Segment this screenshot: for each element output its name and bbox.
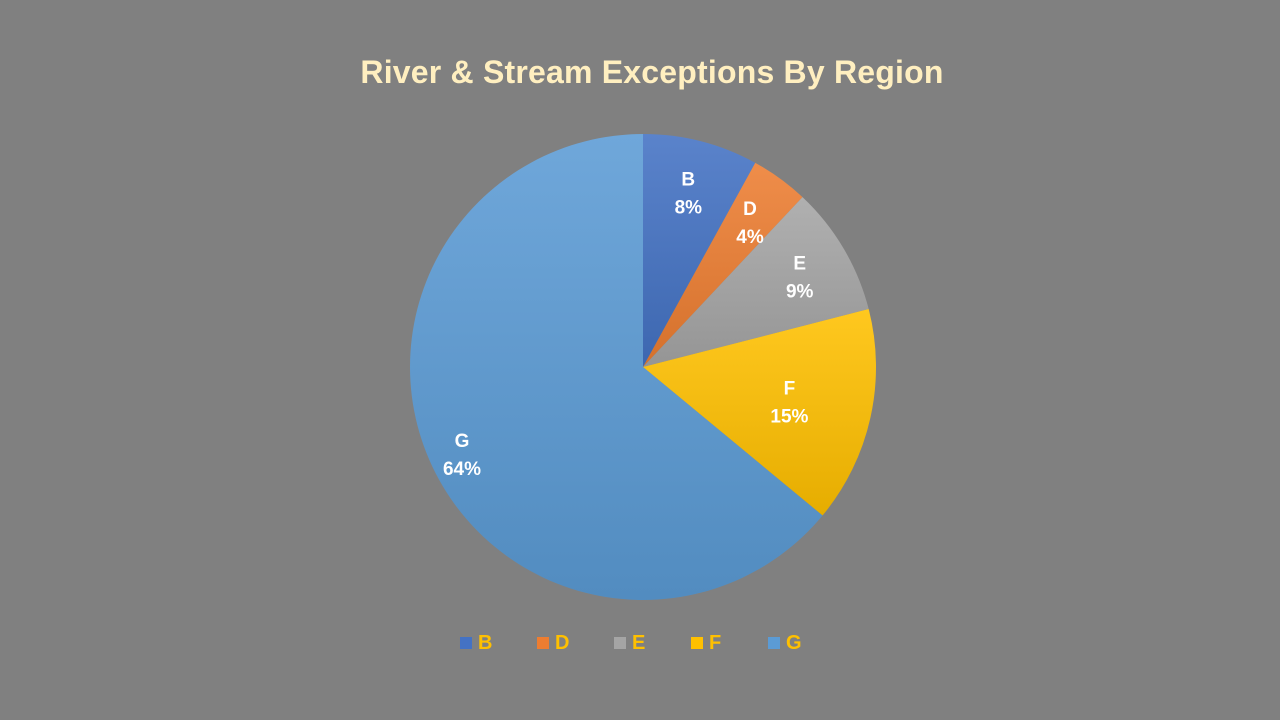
legend-label-d: D [555, 631, 570, 654]
legend-label-e: E [632, 631, 646, 654]
chart-title: River & Stream Exceptions By Region [360, 54, 944, 90]
legend-swatch-b [460, 637, 472, 649]
legend-item-b: B [460, 628, 492, 658]
pie-slice-d [643, 162, 803, 367]
slice-label-b-value: 8% [675, 198, 703, 219]
slice-label-d-category: D [743, 199, 757, 220]
slice-label-b-category: B [681, 170, 695, 191]
legend-item-e: E [614, 628, 645, 658]
pie-slice-e [643, 197, 869, 367]
legend-label-b: B [478, 631, 493, 654]
legend-label-g: G [786, 631, 802, 654]
legend-item-g: G [768, 628, 802, 658]
legend-swatch-d [537, 637, 549, 649]
slice-label-f-category: F [784, 379, 796, 400]
slice-label-d-value: 4% [736, 227, 764, 248]
slice-label-g-value: 64% [443, 459, 481, 480]
legend-swatch-f [691, 637, 703, 649]
slice-label-g-category: G [455, 431, 470, 452]
slice-label-e-value: 9% [786, 281, 814, 302]
pie-slice-f [643, 309, 876, 516]
pie-slice-b [643, 134, 756, 367]
legend-item-d: D [537, 628, 569, 658]
legend-item-f: F [691, 628, 721, 658]
legend-swatch-g [768, 637, 780, 649]
pie-slice-g [410, 134, 823, 601]
legend-label-f: F [709, 631, 722, 654]
legend-swatch-e [614, 637, 626, 649]
slice-label-f-value: 15% [770, 407, 808, 428]
slice-label-e-category: E [793, 253, 806, 274]
